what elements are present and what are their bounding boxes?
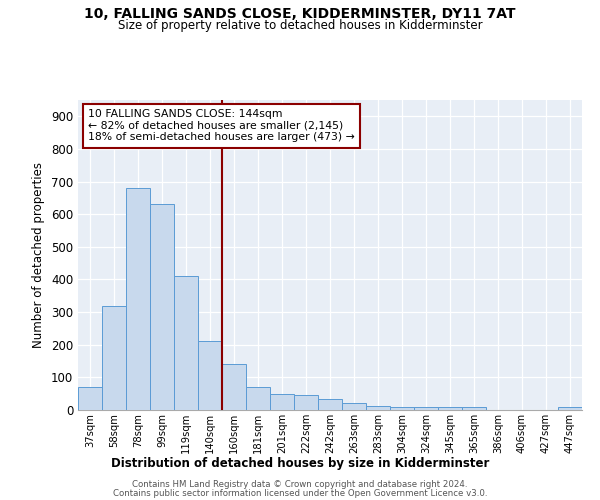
Bar <box>438 408 462 410</box>
Bar <box>150 204 174 410</box>
Bar <box>318 398 342 410</box>
Y-axis label: Number of detached properties: Number of detached properties <box>32 162 46 348</box>
Bar <box>342 404 366 410</box>
Bar <box>198 342 222 410</box>
Text: Contains HM Land Registry data © Crown copyright and database right 2024.: Contains HM Land Registry data © Crown c… <box>132 480 468 489</box>
Bar <box>102 306 126 410</box>
Bar <box>270 394 294 410</box>
Bar <box>462 408 486 410</box>
Bar <box>414 408 438 410</box>
Bar <box>126 188 150 410</box>
Text: 10, FALLING SANDS CLOSE, KIDDERMINSTER, DY11 7AT: 10, FALLING SANDS CLOSE, KIDDERMINSTER, … <box>84 8 516 22</box>
Text: 10 FALLING SANDS CLOSE: 144sqm
← 82% of detached houses are smaller (2,145)
18% : 10 FALLING SANDS CLOSE: 144sqm ← 82% of … <box>88 110 355 142</box>
Bar <box>222 364 246 410</box>
Bar <box>174 276 198 410</box>
Bar <box>558 408 582 410</box>
Bar <box>246 387 270 410</box>
Bar <box>78 387 102 410</box>
Bar <box>294 396 318 410</box>
Text: Distribution of detached houses by size in Kidderminster: Distribution of detached houses by size … <box>111 458 489 470</box>
Text: Size of property relative to detached houses in Kidderminster: Size of property relative to detached ho… <box>118 19 482 32</box>
Bar <box>390 406 414 410</box>
Bar <box>366 406 390 410</box>
Text: Contains public sector information licensed under the Open Government Licence v3: Contains public sector information licen… <box>113 488 487 498</box>
